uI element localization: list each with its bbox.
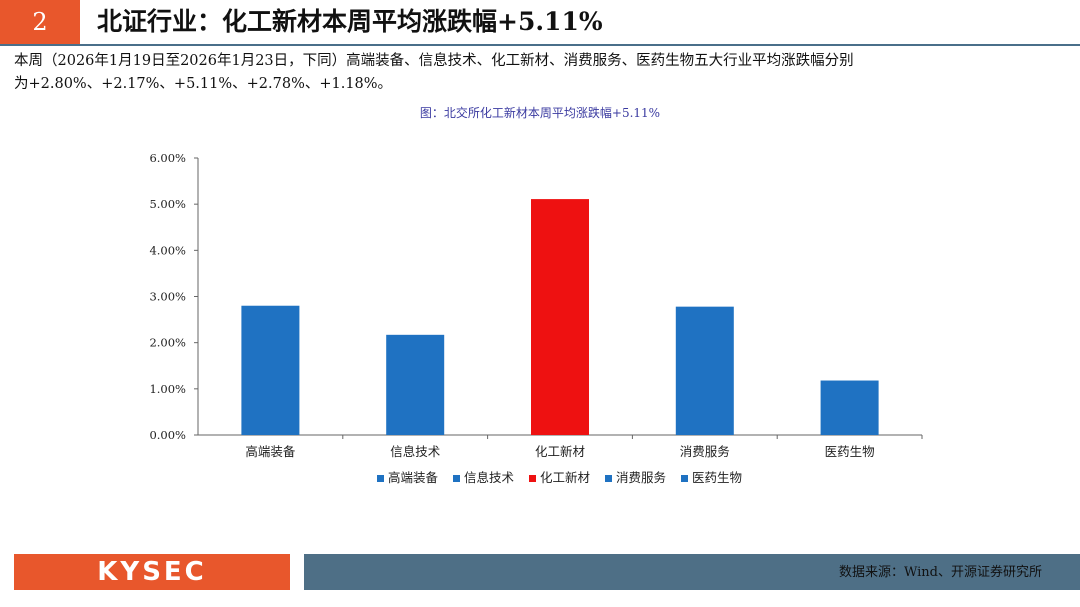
legend-swatch bbox=[377, 475, 384, 482]
bar-4 bbox=[675, 306, 734, 435]
bar-1 bbox=[241, 305, 300, 435]
legend-label: 医药生物 bbox=[692, 470, 742, 485]
chart-caption: 图：北交所化工新材本周平均涨跌幅+5.11% bbox=[419, 106, 661, 120]
page-number: 2 bbox=[0, 0, 80, 44]
y-tick-label: 3.00% bbox=[149, 290, 186, 304]
summary-line-1: 本周（2026年1月19日至2026年1月23日，下同）高端装备、信息技术、化工… bbox=[14, 53, 854, 69]
footer-source-panel: 数据来源：Wind、开源证券研究所 bbox=[304, 554, 1080, 590]
slide-title: 北证行业：化工新材本周平均涨跌幅+5.11% bbox=[97, 7, 603, 36]
header-bar: 2 北证行业：化工新材本周平均涨跌幅+5.11% bbox=[0, 0, 1080, 44]
legend-swatch bbox=[529, 475, 536, 482]
bar-5 bbox=[820, 380, 879, 435]
x-tick-label: 化工新材 bbox=[535, 444, 585, 459]
bar-2 bbox=[386, 334, 445, 435]
y-tick-label: 6.00% bbox=[149, 151, 186, 165]
summary-line-2: 为+2.80%、+2.17%、+5.11%、+2.78%、+1.18%。 bbox=[14, 76, 393, 92]
legend-swatch bbox=[605, 475, 612, 482]
y-tick-label: 4.00% bbox=[149, 243, 186, 257]
x-tick-label: 信息技术 bbox=[390, 444, 441, 459]
legend-label: 化工新材 bbox=[540, 470, 590, 485]
legend-label: 消费服务 bbox=[616, 470, 666, 485]
data-source: 数据来源：Wind、开源证券研究所 bbox=[839, 565, 1042, 580]
x-tick-label: 高端装备 bbox=[245, 444, 296, 459]
bar-3 bbox=[531, 199, 589, 435]
legend-swatch bbox=[681, 475, 688, 482]
y-tick-label: 5.00% bbox=[149, 197, 186, 211]
y-tick-label: 2.00% bbox=[149, 336, 186, 350]
footer-logo-panel: KYSEC bbox=[14, 554, 290, 590]
header-divider bbox=[0, 44, 1080, 46]
legend-label: 信息技术 bbox=[464, 470, 515, 485]
x-tick-label: 消费服务 bbox=[680, 444, 730, 459]
y-tick-label: 1.00% bbox=[149, 382, 186, 396]
legend-label: 高端装备 bbox=[388, 470, 439, 485]
bar-chart: 0.00%1.00%2.00%3.00%4.00%5.00%6.00%高端装备信… bbox=[149, 151, 923, 485]
y-tick-label: 0.00% bbox=[149, 428, 186, 442]
x-tick-label: 医药生物 bbox=[825, 444, 875, 459]
kysec-logo: KYSEC bbox=[97, 557, 207, 587]
summary-text: 本周（2026年1月19日至2026年1月23日，下同）高端装备、信息技术、化工… bbox=[14, 50, 1064, 96]
legend-swatch bbox=[453, 475, 460, 482]
